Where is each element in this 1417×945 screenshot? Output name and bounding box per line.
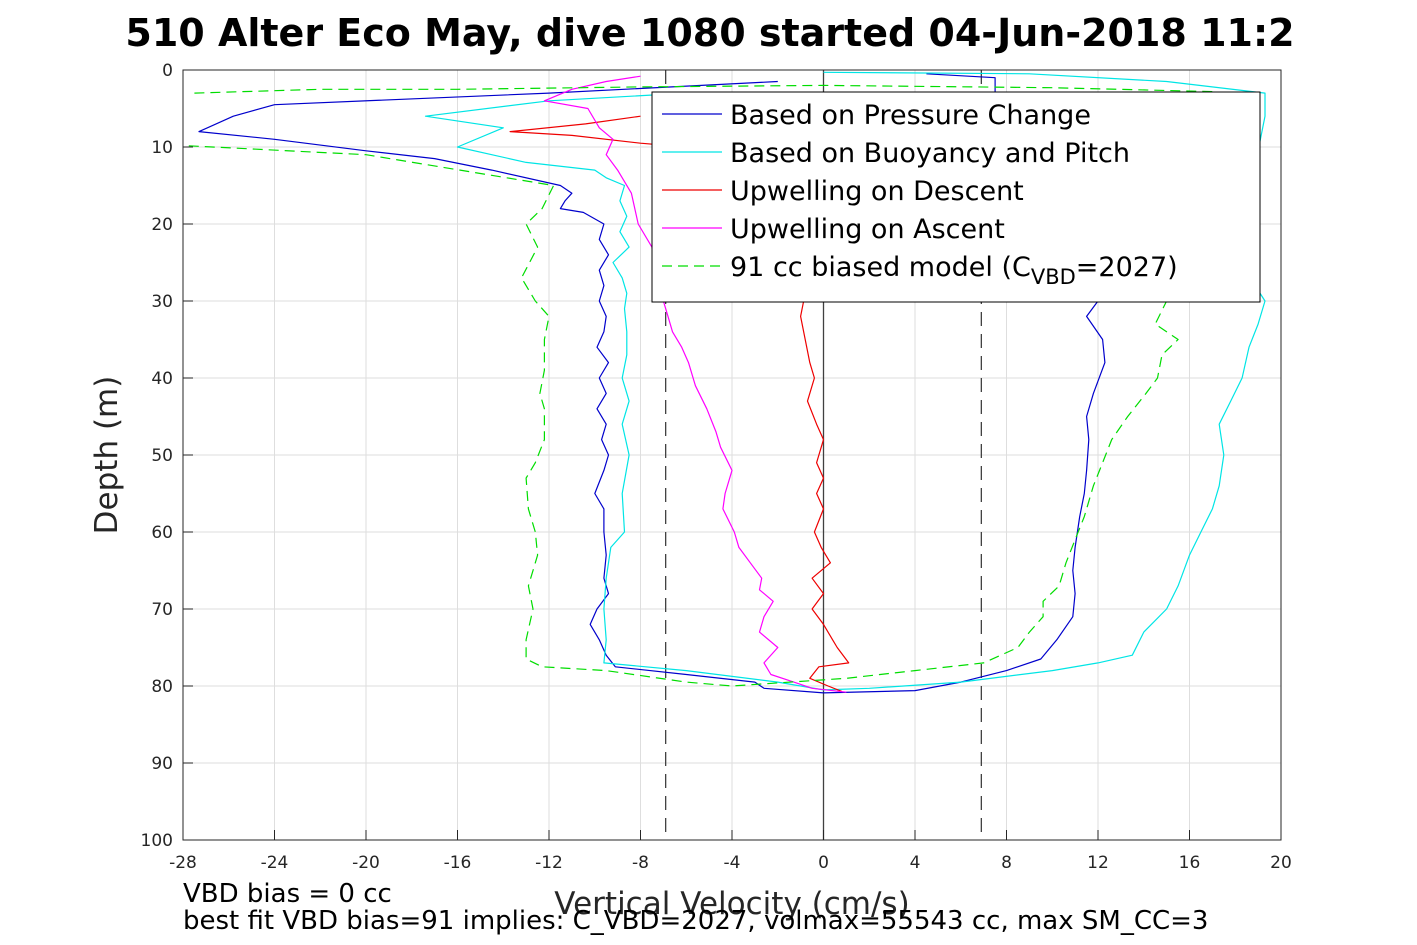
footer-best-fit: best fit VBD bias=91 implies: C_VBD=2027… — [183, 906, 1208, 936]
y-tick-label: 0 — [162, 61, 173, 81]
legend-entry: Upwelling on Ascent — [730, 214, 1005, 245]
x-tick-label: 0 — [818, 853, 829, 873]
x-tick-label: -24 — [261, 853, 289, 873]
y-tick-label: 20 — [151, 215, 173, 235]
y-tick-label: 100 — [141, 831, 173, 851]
y-tick-label: 30 — [151, 292, 173, 312]
y-tick-label: 80 — [151, 677, 173, 697]
chart-title: 510 Alter Eco May, dive 1080 started 04-… — [125, 11, 1294, 55]
x-tick-label: -20 — [352, 853, 380, 873]
y-axis-ticks: 0 10 20 30 40 50 60 70 80 90 100 — [141, 61, 193, 851]
x-axis-label: Vertical Velocity (cm/s) — [554, 886, 909, 922]
series-line — [424, 71, 1266, 691]
y-tick-label: 40 — [151, 369, 173, 389]
x-tick-label: -4 — [724, 853, 741, 873]
legend-entry: Based on Pressure Change — [730, 100, 1091, 131]
x-tick-label: -8 — [632, 853, 649, 873]
x-tick-label: -16 — [444, 853, 472, 873]
y-tick-label: 70 — [151, 600, 173, 620]
x-axis-ticks: -28 -24 -20 -16 -12 -8 -4 0 4 8 12 16 20 — [169, 830, 1292, 873]
y-tick-label: 90 — [151, 754, 173, 774]
y-axis-label: Depth (m) — [89, 376, 125, 535]
x-tick-label: -28 — [169, 853, 197, 873]
x-tick-label: 12 — [1087, 853, 1109, 873]
legend-entry: Based on Buoyancy and Pitch — [730, 138, 1130, 169]
footer-vbd-bias: VBD bias = 0 cc — [183, 879, 392, 909]
legend: Based on Pressure Change Based on Buoyanc… — [651, 91, 1261, 303]
x-tick-label: -12 — [535, 853, 563, 873]
legend-box — [651, 91, 1261, 303]
x-tick-label: 16 — [1179, 853, 1201, 873]
y-tick-label: 60 — [151, 523, 173, 543]
y-tick-label: 10 — [151, 138, 173, 158]
x-tick-label: 8 — [1001, 853, 1012, 873]
x-tick-label: 4 — [910, 853, 921, 873]
legend-entry: Upwelling on Descent — [730, 176, 1024, 207]
series-line — [543, 75, 847, 693]
y-tick-label: 50 — [151, 446, 173, 466]
legend-entry: 91 cc biased model (CVBD=2027) — [730, 252, 1178, 289]
series-line — [198, 73, 1106, 694]
x-tick-label: 20 — [1270, 853, 1292, 873]
